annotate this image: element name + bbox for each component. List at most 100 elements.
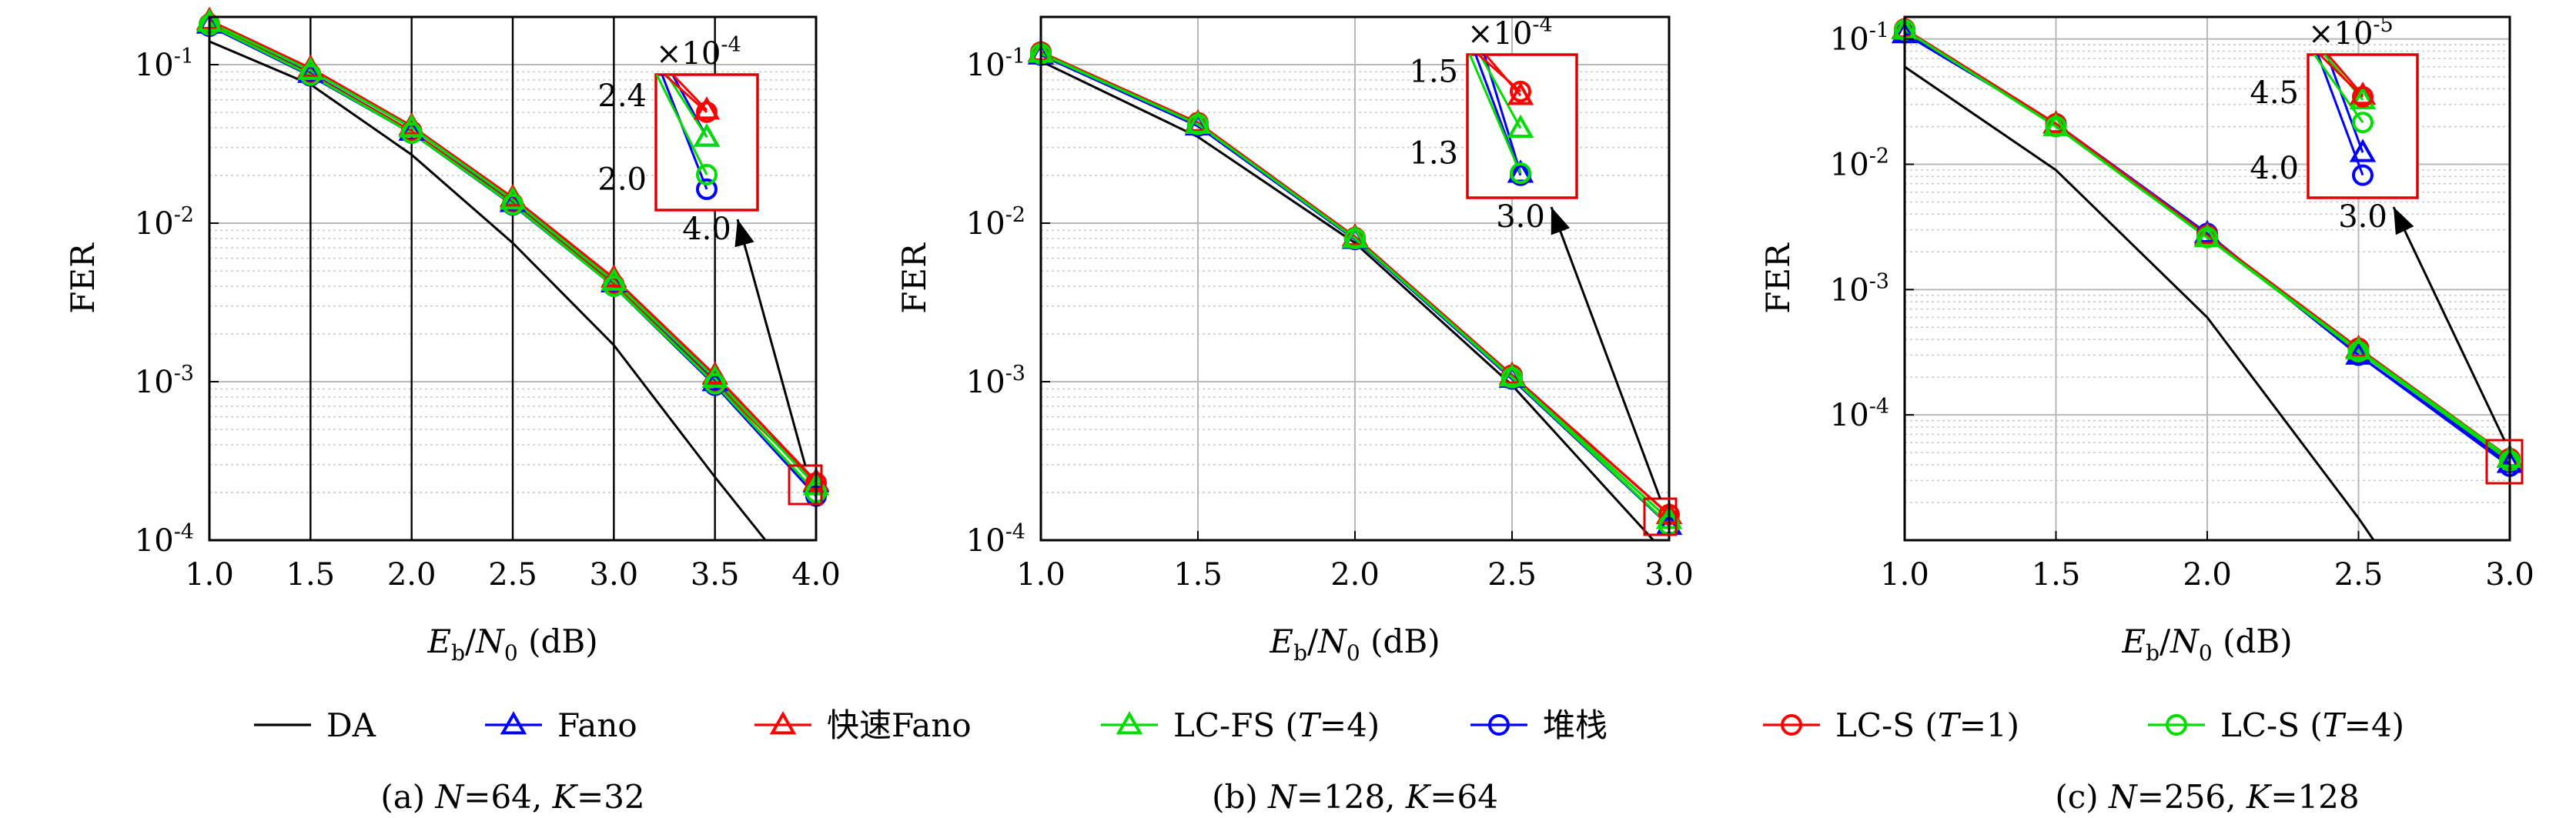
y-axis-label: FER bbox=[64, 242, 102, 314]
inset-line-lc-s-t-1 bbox=[2318, 55, 2364, 98]
point-lc-s-t-4 bbox=[1187, 113, 1209, 135]
zoom-arrow bbox=[1550, 206, 1661, 499]
x-axis-label: Eb/N0 (dB) bbox=[2121, 623, 2292, 666]
panel-caption: (a) N=64, K=32 bbox=[380, 778, 644, 816]
y-axis-label: FER bbox=[1759, 242, 1797, 314]
legend-swatch-marker bbox=[2166, 714, 2187, 736]
point-lc-s-t-4 bbox=[2347, 340, 2370, 362]
inset-point-fano bbox=[1507, 82, 1534, 105]
legend-swatch-marker bbox=[1781, 714, 1802, 736]
point-lc-fs-t-4 bbox=[2345, 336, 2372, 360]
x-tick-label: 1.0 bbox=[1880, 557, 1929, 593]
inset-x-tick-label: 4.0 bbox=[682, 212, 731, 247]
inset-line-lc-s-t-4 bbox=[2313, 55, 2364, 123]
x-tick-label: 1.0 bbox=[185, 557, 234, 593]
inset-y-tick-label: 1.3 bbox=[1409, 136, 1458, 172]
x-tick-label: 1.5 bbox=[2032, 557, 2081, 593]
chart-panel-b: 1.0 1.5 2.0 2.5 3.0 10-1 10-2 10-3 10-4 Eb/N0 (dB… bbox=[895, 13, 1694, 816]
y-tick-label: 10-2 bbox=[135, 203, 194, 242]
y-tick-label: 10-2 bbox=[966, 203, 1025, 242]
legend-label: LC-S (T=4) bbox=[2220, 706, 2404, 744]
legend-swatch-marker bbox=[769, 711, 797, 735]
series-line-lc-s-t-4 bbox=[1041, 52, 1669, 526]
inset-point-fano bbox=[2349, 82, 2377, 105]
y-tick-label: 10-4 bbox=[966, 520, 1025, 559]
inset-line-lc-s-t-4 bbox=[1468, 55, 1522, 174]
inset-line-lc-fs-t-4 bbox=[1478, 55, 1522, 129]
series-line-da bbox=[1905, 65, 2375, 540]
x-tick-label: 2.0 bbox=[387, 557, 437, 593]
y-tick-label: 10-3 bbox=[966, 362, 1025, 400]
x-tick-label: 3.0 bbox=[590, 557, 639, 593]
x-tick-label: 2.5 bbox=[488, 557, 537, 593]
legend-entry-fano: 快速Fano bbox=[754, 706, 972, 744]
chart-panel-c: 1.0 1.5 2.0 2.5 3.0 10-1 10-2 10-3 10-4 Eb/N0 (dB… bbox=[1759, 13, 2534, 816]
inset-point-lc-s-t-4 bbox=[1510, 162, 1531, 185]
point-lc-s-t-4 bbox=[704, 372, 726, 395]
legend-swatch-marker bbox=[500, 711, 527, 735]
inset-exponent-label: ×10-4 bbox=[656, 33, 741, 72]
legend-entry-series-4: 堆栈 bbox=[1470, 706, 1607, 744]
legend-label: LC-FS (T=4) bbox=[1173, 706, 1380, 744]
legend-swatch-marker bbox=[1488, 714, 1510, 736]
zoom-arrow-head bbox=[1551, 207, 1571, 235]
point-lc-s-t-4 bbox=[299, 64, 322, 86]
zoom-arrow-head bbox=[2394, 207, 2414, 235]
legend-label: 快速Fano bbox=[827, 706, 972, 744]
x-tick-label: 1.5 bbox=[1173, 557, 1223, 593]
inset-point-lc-fs-t-4 bbox=[693, 123, 721, 147]
series-line-lc-fs-t-4 bbox=[209, 21, 816, 487]
y-tick-label: 10-1 bbox=[966, 45, 1025, 83]
legend-entry-lc-s-t-4: LC-S (T=4) bbox=[2148, 706, 2404, 744]
y-axis-label: FER bbox=[895, 242, 933, 314]
x-tick-label: 2.0 bbox=[2183, 557, 2232, 593]
inset-exponent-label: ×10-5 bbox=[2308, 13, 2394, 52]
inset-line-fano bbox=[671, 75, 708, 112]
zoom-arrow-head bbox=[734, 219, 754, 248]
x-axis-label: Eb/N0 (dB) bbox=[427, 623, 597, 666]
inset-frame bbox=[2307, 53, 2419, 199]
series-group bbox=[1891, 15, 2524, 540]
inset-point-lc-s-t-4 bbox=[2352, 112, 2374, 134]
point-lc-s-t-4 bbox=[2196, 226, 2218, 249]
inset-y-tick-label: 2.0 bbox=[597, 162, 647, 197]
inset-point-fano bbox=[2349, 139, 2377, 162]
point-fano bbox=[701, 368, 728, 392]
series-group bbox=[196, 6, 830, 540]
legend-label: 堆栈 bbox=[1543, 706, 1607, 744]
point-lc-s-t-4 bbox=[502, 193, 524, 215]
grid bbox=[1904, 17, 2511, 541]
y-tick-label: 10-4 bbox=[135, 520, 194, 559]
panel-caption: (b) N=128, K=64 bbox=[1212, 778, 1498, 816]
inset-line-lc-s-t-1 bbox=[1477, 55, 1521, 92]
point-lc-s-t-4 bbox=[603, 275, 625, 297]
legend-entry-fano: Fano bbox=[485, 706, 637, 744]
x-tick-label: 3.5 bbox=[691, 557, 740, 593]
y-tick-label: 10-1 bbox=[1830, 19, 1889, 58]
inset: 1.5 1.3 3.0 ×10-4 bbox=[1409, 13, 1578, 235]
legend-label: DA bbox=[326, 706, 376, 744]
x-tick-label: 3.0 bbox=[1644, 557, 1694, 593]
inset-point-lc-s-t-1 bbox=[1510, 80, 1531, 102]
panel-caption: (c) N=256, K=128 bbox=[2055, 778, 2359, 816]
legend-label: LC-S (T=1) bbox=[1835, 706, 2019, 744]
point-lc-s-t-4 bbox=[1344, 227, 1366, 249]
inset: 4.5 4.0 3.0 ×10-5 bbox=[2250, 13, 2419, 235]
inset-line-lc-s-t-4 bbox=[656, 75, 708, 175]
inset-x-tick-label: 3.0 bbox=[2338, 199, 2387, 235]
inset-y-tick-label: 2.4 bbox=[597, 78, 647, 114]
point-lc-fs-t-4 bbox=[1498, 363, 1526, 387]
inset-point-lc-s-t-1 bbox=[2352, 85, 2374, 108]
inset-line-lc-s-t-1 bbox=[662, 75, 708, 113]
inset-point-fano bbox=[693, 96, 721, 120]
y-tick-label: 10-2 bbox=[1830, 145, 1889, 183]
x-tick-label: 2.0 bbox=[1330, 557, 1380, 593]
inset-point-lc-fs-t-4 bbox=[1507, 114, 1534, 139]
inset-y-tick-label: 1.5 bbox=[1409, 54, 1458, 89]
inset-point-series-3 bbox=[2352, 164, 2374, 186]
point-lc-s-t-4 bbox=[1501, 366, 1523, 389]
x-tick-label: 3.0 bbox=[2485, 557, 2534, 593]
inset-point-lc-s-t-4 bbox=[696, 163, 718, 185]
x-tick-label: 1.5 bbox=[286, 557, 336, 593]
